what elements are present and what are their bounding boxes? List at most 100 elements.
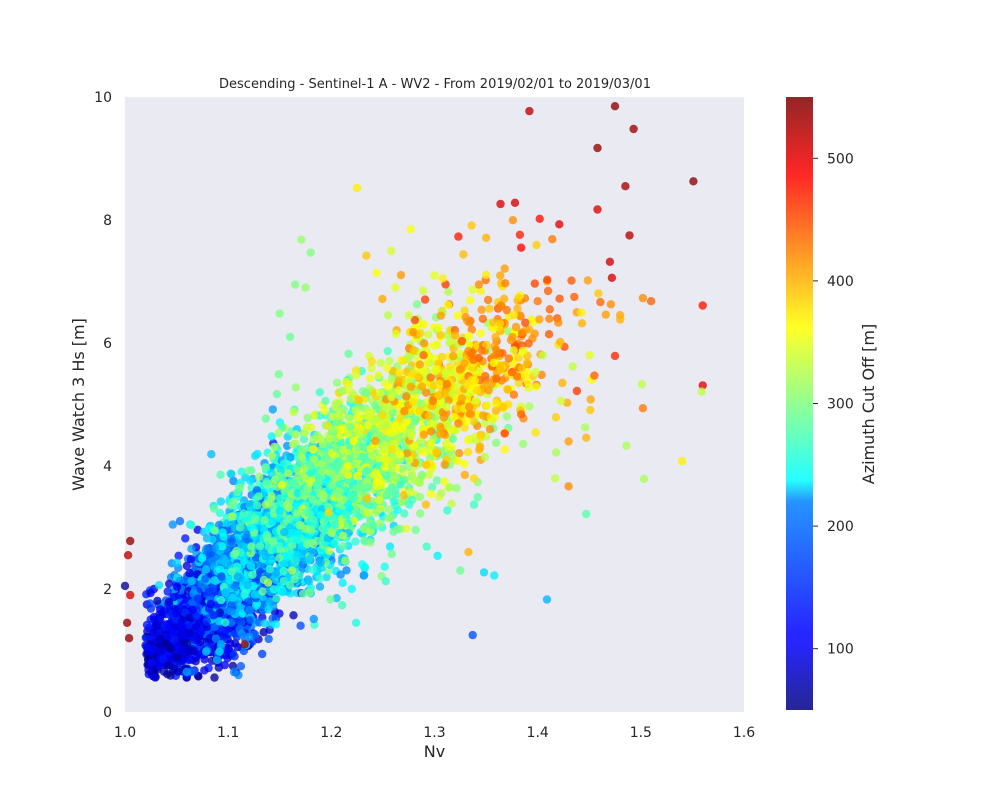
data-point (465, 318, 474, 327)
data-point (230, 549, 240, 559)
data-point (509, 346, 518, 355)
data-point (305, 555, 314, 564)
data-point (638, 404, 648, 413)
data-point (411, 476, 420, 485)
data-point (316, 558, 325, 567)
data-point (364, 412, 374, 421)
data-point (306, 248, 315, 257)
y-tick-label: 6 (103, 336, 112, 352)
data-point (383, 346, 392, 356)
data-point (218, 528, 227, 537)
data-point (416, 509, 425, 518)
data-point (426, 373, 435, 382)
data-point (443, 506, 452, 515)
data-point (520, 371, 530, 380)
data-point (473, 493, 482, 502)
data-point (168, 520, 177, 529)
data-point (197, 553, 207, 563)
data-point (332, 378, 342, 387)
data-point (442, 402, 451, 412)
data-point (351, 537, 360, 546)
data-point (265, 565, 274, 574)
data-point (387, 445, 396, 454)
data-point (443, 420, 452, 430)
data-point (271, 475, 280, 484)
data-point (387, 461, 397, 471)
data-point (285, 514, 295, 523)
data-point (477, 346, 487, 355)
data-point (227, 600, 236, 609)
data-point (422, 388, 431, 397)
data-point (616, 315, 625, 324)
data-point (593, 205, 602, 214)
data-point (262, 477, 271, 487)
data-point (416, 399, 426, 408)
colorbar-tick-label: 100 (827, 642, 854, 658)
data-point (504, 354, 513, 363)
data-point (480, 381, 489, 390)
data-point (308, 565, 317, 574)
data-point (324, 508, 333, 517)
data-point (419, 286, 428, 295)
data-point (457, 336, 467, 346)
data-point (246, 476, 255, 486)
data-point (289, 478, 298, 487)
data-point (382, 363, 392, 373)
data-point (325, 546, 334, 555)
data-point (358, 452, 367, 461)
data-point (400, 509, 409, 518)
data-point (321, 396, 330, 406)
data-point (339, 495, 348, 504)
data-point (263, 578, 273, 587)
data-point (275, 507, 284, 516)
data-point (478, 314, 488, 324)
data-point (271, 575, 281, 585)
data-point (426, 489, 436, 499)
data-point (336, 570, 345, 579)
data-point (383, 311, 393, 320)
data-point (246, 561, 256, 571)
data-point (192, 612, 201, 621)
data-point (297, 446, 306, 455)
data-point (342, 377, 351, 387)
data-point (236, 662, 246, 671)
data-point (594, 289, 603, 298)
data-point (476, 286, 485, 296)
data-point (405, 500, 414, 509)
data-point (275, 553, 284, 562)
data-point (244, 466, 253, 475)
data-point (267, 494, 276, 504)
data-point (240, 640, 249, 649)
data-point (401, 418, 411, 427)
data-point (405, 455, 414, 464)
data-point (327, 424, 337, 434)
data-point (419, 448, 428, 457)
data-point (437, 489, 446, 498)
data-point (393, 524, 402, 534)
data-point (698, 301, 707, 310)
data-point (524, 384, 533, 393)
data-point (243, 581, 252, 590)
data-point (432, 365, 442, 374)
data-point (444, 287, 453, 296)
data-point (564, 437, 573, 446)
data-point (345, 422, 355, 431)
data-point (510, 198, 520, 207)
data-point (157, 646, 166, 656)
data-point (260, 619, 269, 628)
data-point (298, 589, 308, 598)
data-point (332, 443, 341, 453)
data-point (267, 555, 277, 564)
data-point (394, 386, 404, 395)
data-point (607, 273, 617, 282)
data-point (197, 580, 206, 589)
data-point (309, 515, 318, 525)
data-point (237, 467, 246, 476)
data-point (577, 308, 586, 317)
data-point (327, 481, 337, 490)
data-point (489, 318, 498, 327)
data-point (387, 392, 396, 402)
data-point (593, 143, 602, 153)
data-point (414, 372, 423, 381)
